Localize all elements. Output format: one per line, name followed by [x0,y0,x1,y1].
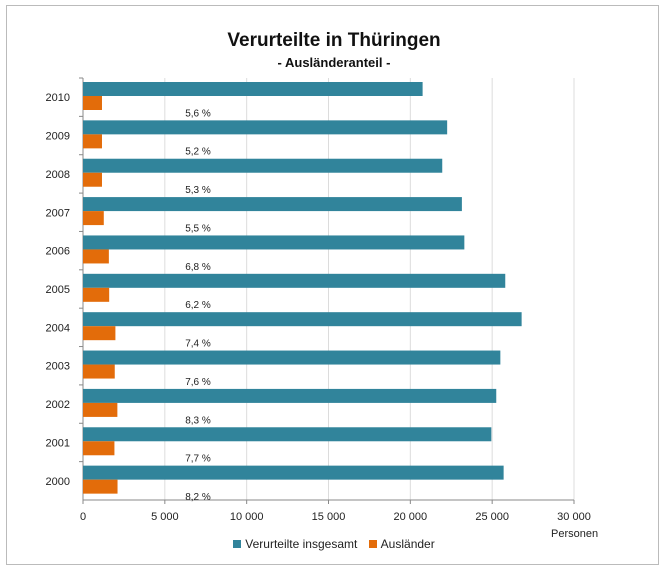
y-tick-label: 2000 [46,476,70,488]
data-label: 7,4 % [185,339,211,350]
data-label: 8,2 % [185,492,211,503]
legend-item-total: Verurteilte insgesamt [233,537,357,551]
y-tick-label: 2004 [46,322,70,334]
chart-title: Verurteilte in Thüringen [227,30,441,51]
bar-foreigners [83,134,102,149]
bar-total [83,273,506,288]
bar-foreigners [83,287,110,302]
x-axis-label: Personen [551,528,599,540]
bar-foreigners [83,249,109,264]
bar-total [83,82,423,96]
chart-frame [6,5,659,565]
data-label: 5,6 % [185,108,211,119]
legend-swatch [233,540,242,548]
data-label: 6,8 % [185,262,211,273]
bar-total [83,427,492,442]
x-tick-label: 0 [80,511,86,523]
x-tick-label: 30 000 [557,511,591,523]
data-label: 6,2 % [185,300,211,311]
legend-item-foreigners: Ausländer [368,537,435,551]
y-tick-label: 2009 [46,131,70,143]
bar-total [83,158,443,173]
bar-total [83,235,465,250]
x-tick-label: 25 000 [475,511,509,523]
y-tick-label: 2001 [46,437,70,449]
bar-total [83,120,448,135]
bar-foreigners [83,211,104,226]
x-tick-label: 5 000 [151,511,179,523]
bar-foreigners [83,172,102,187]
legend-label: Ausländer [380,537,435,551]
y-tick-label: 2007 [46,207,70,219]
y-tick-label: 2008 [46,169,70,181]
data-label: 5,5 % [185,223,211,234]
y-tick-label: 2010 [46,92,70,104]
bar-foreigners [83,441,115,456]
chart-subtitle: - Ausländeranteil - [277,55,391,70]
x-tick-label: 10 000 [230,511,264,523]
bar-foreigners [83,96,102,110]
legend: Verurteilte insgesamt Ausländer [0,537,668,551]
x-tick-label: 15 000 [312,511,346,523]
bar-foreigners [83,402,118,417]
bar-foreigners [83,326,116,341]
data-label: 8,3 % [185,415,211,426]
y-tick-label: 2006 [46,246,70,258]
bar-total [83,350,501,365]
bar-total [83,312,522,327]
bar-foreigners [83,364,115,379]
bar-total [83,465,504,480]
bar-foreigners [83,479,118,494]
data-label: 7,6 % [185,377,211,388]
y-tick-label: 2005 [46,284,70,296]
bar-total [83,388,497,403]
legend-swatch [368,540,377,548]
y-tick-label: 2002 [46,399,70,411]
data-label: 5,2 % [185,147,211,158]
y-tick-label: 2003 [46,361,70,373]
data-label: 5,3 % [185,185,211,196]
bar-total [83,197,462,212]
legend-label: Verurteilte insgesamt [245,537,358,551]
x-tick-label: 20 000 [394,511,428,523]
data-label: 7,7 % [185,454,211,465]
